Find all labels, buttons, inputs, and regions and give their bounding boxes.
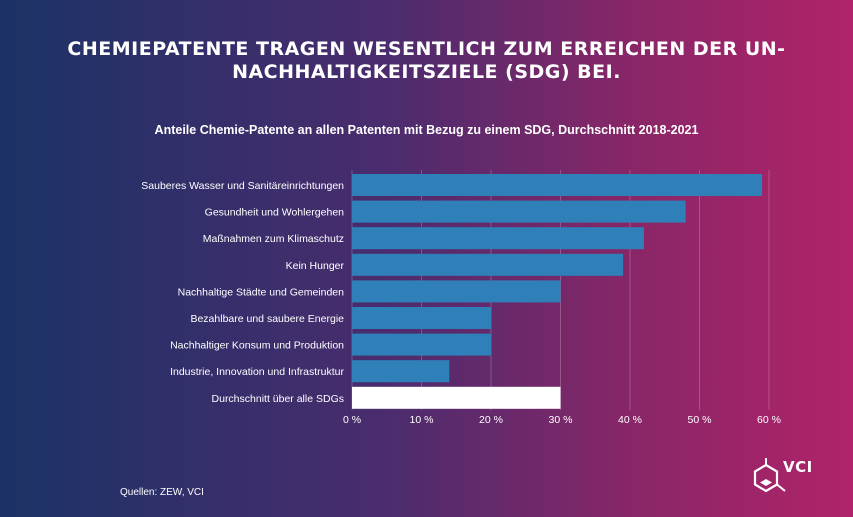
category-label: Sauberes Wasser und Sanitäreinrichtungen	[141, 180, 344, 192]
chart-subtitle: Anteile Chemie-Patente an allen Patenten…	[154, 123, 699, 137]
category-label: Bezahlbare und saubere Energie	[190, 313, 344, 325]
x-tick-label: 20 %	[479, 414, 503, 426]
bar	[352, 227, 644, 250]
logo-text: VCI	[783, 458, 813, 476]
average-bar	[352, 386, 561, 409]
category-label: Nachhaltiger Konsum und Produktion	[170, 340, 344, 352]
category-label: Industrie, Innovation und Infrastruktur	[170, 366, 344, 378]
source-note: Quellen: ZEW, VCI	[120, 487, 204, 498]
category-label: Durchschnitt über alle SDGs	[212, 393, 344, 405]
hexagon-molecule-icon	[753, 458, 786, 493]
bar	[352, 174, 763, 196]
x-tick-label: 30 %	[549, 414, 573, 426]
x-tick-label: 0 %	[343, 414, 361, 426]
bar	[352, 200, 686, 223]
category-label: Gesundheit und Wohlergehen	[205, 207, 344, 219]
x-tick-label: 50 %	[688, 414, 712, 426]
category-label: Kein Hunger	[286, 260, 345, 272]
bar	[352, 333, 491, 356]
x-tick-label: 60 %	[757, 414, 781, 426]
bar	[352, 307, 491, 329]
bar	[352, 360, 450, 383]
bar	[352, 280, 561, 303]
x-tick-label: 40 %	[618, 414, 642, 426]
x-tick-label: 10 %	[410, 414, 434, 426]
vci-logo: VCI	[750, 456, 820, 498]
headline: CHEMIEPATENTE TRAGEN WESENTLICH ZUM ERRE…	[67, 38, 786, 83]
bar	[352, 253, 624, 276]
category-labels: Sauberes Wasser und Sanitäreinrichtungen…	[141, 180, 344, 405]
category-label: Maßnahmen zum Klimaschutz	[203, 233, 344, 245]
category-label: Nachhaltige Städte und Gemeinden	[178, 286, 345, 298]
bars	[352, 174, 763, 409]
x-axis-ticks: 0 % 10 % 20 % 30 % 40 % 50 % 60 %	[343, 414, 781, 426]
